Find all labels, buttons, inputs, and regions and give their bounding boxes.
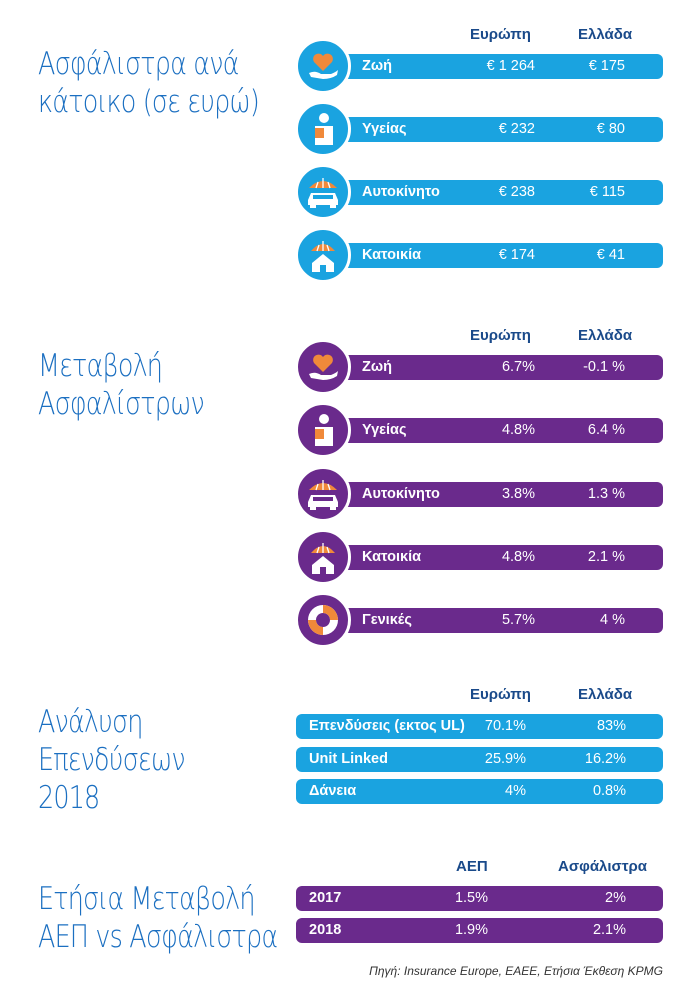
row-value-europe: 25.9% xyxy=(484,751,526,767)
row-value-greece: 6.4 % xyxy=(587,422,625,438)
row-label: Υγείας xyxy=(362,121,407,137)
section3-title-line1: Ανάλυση xyxy=(38,704,143,740)
section2-title-line1: Μεταβολή xyxy=(38,348,163,384)
row-label: 2017 xyxy=(309,890,342,906)
row-value-greece: 16.2% xyxy=(584,751,626,767)
house-umbrella-icon xyxy=(295,227,351,283)
section1-col-greece: Ελλάδα xyxy=(578,26,633,43)
section4-col-gdp: ΑΕΠ xyxy=(456,858,488,875)
row-value-europe: 70.1% xyxy=(484,718,526,734)
table-row: Αυτοκίνητο 3.8% 1.3 % xyxy=(320,482,663,507)
row-label: Αυτοκίνητο xyxy=(362,184,440,200)
row-value-greece: 0.8% xyxy=(592,783,626,799)
row-value-greece: € 115 xyxy=(589,184,625,200)
row-value-greece: 1.3 % xyxy=(587,486,625,502)
section2-title-line2: Ασφαλίστρων xyxy=(38,386,205,422)
heart-hand-icon xyxy=(295,339,351,395)
section1-title-line2: κάτοικο (σε ευρώ) xyxy=(38,84,260,120)
house-umbrella-icon xyxy=(295,529,351,585)
row-value-greece: 4 % xyxy=(600,612,625,628)
row-label: Κατοικία xyxy=(362,247,422,263)
table-row: 2017 1.5% 2% xyxy=(296,886,663,911)
row-value-europe: € 1 264 xyxy=(486,58,535,74)
section3-col-europe: Ευρώπη xyxy=(470,686,531,703)
row-label: Υγείας xyxy=(362,422,407,438)
section2-col-greece: Ελλάδα xyxy=(578,327,633,344)
table-row: Επενδύσεις (εκτος UL) 70.1% 83% xyxy=(296,714,663,739)
row-value-greece: € 41 xyxy=(596,247,625,263)
table-row: Κατοικία 4.8% 2.1 % xyxy=(320,545,663,570)
row-value-greece: 2.1 % xyxy=(587,549,625,565)
injured-person-icon xyxy=(295,101,351,157)
section1-title-line1: Ασφάλιστρα ανά xyxy=(38,46,239,82)
row-value-europe: 4.8% xyxy=(501,549,535,565)
row-value-europe: 4% xyxy=(505,783,526,799)
table-row: Γενικές 5.7% 4 % xyxy=(320,608,663,633)
row-label: Ζωή xyxy=(362,359,392,375)
row-value-premiums: 2% xyxy=(605,890,626,906)
section4-title-line1: Ετήσια Μεταβολή xyxy=(38,881,255,917)
table-row: Ζωή 6.7% -0.1 % xyxy=(320,355,663,380)
section2-col-europe: Ευρώπη xyxy=(470,327,531,344)
section3-title-line3: 2018 xyxy=(38,780,100,816)
row-value-europe: 6.7% xyxy=(501,359,535,375)
section4-title: Ετήσια Μεταβολή ΑΕΠ vs Ασφάλιστρα xyxy=(38,880,278,956)
row-value-premiums: 2.1% xyxy=(592,922,626,938)
row-value-europe: € 238 xyxy=(498,184,535,200)
table-row: Υγείας 4.8% 6.4 % xyxy=(320,418,663,443)
row-value-europe: 4.8% xyxy=(501,422,535,438)
row-value-gdp: 1.9% xyxy=(454,922,488,938)
row-value-europe: 3.8% xyxy=(501,486,535,502)
row-value-greece: € 80 xyxy=(596,121,625,137)
row-label: Δάνεια xyxy=(309,783,357,799)
row-label: Επενδύσεις (εκτος UL) xyxy=(309,718,465,734)
car-umbrella-icon xyxy=(295,164,351,220)
table-row: Δάνεια 4% 0.8% xyxy=(296,779,663,804)
row-value-gdp: 1.5% xyxy=(454,890,488,906)
section1-col-europe: Ευρώπη xyxy=(470,26,531,43)
section1-title: Ασφάλιστρα ανά κάτοικο (σε ευρώ) xyxy=(38,45,260,121)
table-row: Ζωή € 1 264 € 175 xyxy=(320,54,663,79)
section4-title-line2: ΑΕΠ vs Ασφάλιστρα xyxy=(38,919,278,955)
table-row: Κατοικία € 174 € 41 xyxy=(320,243,663,268)
row-value-greece: -0.1 % xyxy=(583,359,625,375)
row-value-europe: € 232 xyxy=(498,121,535,137)
section3-col-greece: Ελλάδα xyxy=(578,686,633,703)
row-label: Unit Linked xyxy=(309,751,388,767)
car-umbrella-icon xyxy=(295,466,351,522)
row-label: 2018 xyxy=(309,922,342,938)
table-row: Υγείας € 232 € 80 xyxy=(320,117,663,142)
row-value-europe: € 174 xyxy=(498,247,535,263)
row-label: Κατοικία xyxy=(362,549,422,565)
section4-col-premiums: Ασφάλιστρα xyxy=(558,858,648,875)
section3-title: Ανάλυση Επενδύσεων 2018 xyxy=(38,703,186,817)
table-row: Unit Linked 25.9% 16.2% xyxy=(296,747,663,772)
heart-hand-icon xyxy=(295,38,351,94)
row-value-greece: 83% xyxy=(596,718,626,734)
row-value-europe: 5.7% xyxy=(501,612,535,628)
section3-title-line2: Επενδύσεων xyxy=(38,742,186,778)
row-label: Γενικές xyxy=(362,612,412,628)
row-label: Αυτοκίνητο xyxy=(362,486,440,502)
table-row: Αυτοκίνητο € 238 € 115 xyxy=(320,180,663,205)
row-value-greece: € 175 xyxy=(588,58,625,74)
lifebuoy-icon xyxy=(295,592,351,648)
table-row: 2018 1.9% 2.1% xyxy=(296,918,663,943)
source-note: Πηγή: Insurance Europe, ΕΑΕΕ, Ετήσια Έκθ… xyxy=(369,964,663,978)
row-label: Ζωή xyxy=(362,58,392,74)
section2-title: Μεταβολή Ασφαλίστρων xyxy=(38,347,205,423)
injured-person-icon xyxy=(295,402,351,458)
